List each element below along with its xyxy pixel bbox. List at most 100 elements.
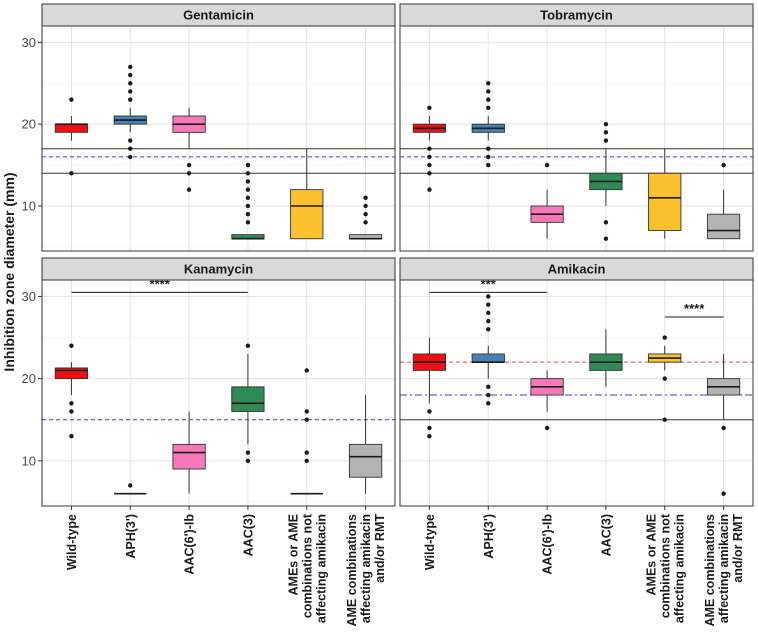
outlier-point [128,138,133,143]
x-tick-label: AMEs or AME combinations not affecting ami… [644,513,686,623]
outlier-point [486,146,491,151]
x-tick-label: AAC(3) [241,514,255,556]
outlier-point [304,368,309,373]
outlier-point [662,417,667,422]
box-4 [290,148,324,240]
outlier-point [662,335,667,340]
outlier-point [245,203,251,209]
outlier-point [486,97,491,102]
y-tick-label: 20 [22,117,36,132]
x-tick-label: AAC(6')-Ib [183,514,197,575]
box-3 [589,329,623,387]
box-body [348,443,383,478]
box-body [706,213,741,240]
x-tick-label-line: APH(3') [482,514,496,559]
box-1 [114,483,147,495]
panel-border [41,279,396,507]
outlier-point [245,211,251,217]
significance-label: **** [684,301,705,316]
facet-title: Kanamycin [184,262,253,277]
outlier-point [69,401,74,406]
outlier-point [486,392,491,398]
box-3 [231,343,265,463]
outlier-point [128,146,133,151]
x-tick-label-line: and/or RMT [731,514,745,583]
outlier-point [662,376,667,381]
outlier-point [245,171,251,176]
outlier-point [427,425,432,431]
outlier-point [363,220,368,225]
outlier-point [486,105,491,111]
x-tick-label-line: AME combinations [703,514,717,627]
outlier-point [128,64,133,70]
panel-border [41,25,396,252]
box-0 [54,343,89,439]
box-1 [113,64,147,160]
panel-kanamycin: Kanamycin **** 10 20 30 [22,257,396,510]
outlier-point [128,81,133,86]
box-body [231,386,265,412]
x-tick-label-line: affecting amikacin [359,514,373,623]
significance-label: *** [481,276,497,291]
outlier-point [128,154,133,160]
box-0 [412,337,447,439]
outlier-point [245,220,251,225]
outlier-point [427,171,432,176]
box-2 [172,411,206,494]
box-1 [471,294,505,406]
x-tick-label: Wild-type [65,514,79,570]
x-tick-label-line: combinations not [300,513,314,618]
outlier-point [603,236,609,241]
outlier-point [427,146,432,151]
outlier-point [245,458,251,463]
outlier-point [427,154,432,160]
outlier-point [363,211,368,217]
outlier-point [186,162,192,168]
outlier-point [544,425,550,431]
outlier-point [486,294,491,299]
plot-background [42,280,395,506]
x-tick-label-line: affecting amikacin [672,514,686,623]
panel-amikacin: Amikacin******* [399,257,754,510]
outlier-point [245,343,251,348]
outlier-point [486,81,491,86]
outlier-point [721,425,726,431]
x-tick-label: AMEs or AME combinations not affecting ami… [286,513,328,623]
outlier-point [186,187,192,192]
outlier-point [245,187,251,192]
x-tick-label: AAC(3) [599,514,613,556]
outlier-point [304,409,309,414]
x-tick-label-line: affecting amikacin [717,514,731,623]
y-tick-label: 10 [22,453,36,468]
outlier-point [245,179,251,184]
x-tick-label: Wild-type [423,514,437,570]
panel-tobramycin: Tobramycin [399,3,754,252]
plot-background [42,26,395,251]
x-tick-label-line: AAC(3) [241,514,255,556]
box-0 [412,105,447,192]
box-1 [471,81,505,168]
x-tick-label-line: AMEs or AME [644,514,658,596]
outlier-point [427,162,432,168]
facet-title: Amikacin [548,262,606,277]
x-tick-label-line: affecting amikacin [314,514,328,623]
outlier-point [486,89,491,94]
outlier-point [304,417,309,422]
outlier-point [486,162,491,168]
outlier-point [486,318,491,324]
outlier-point [427,409,432,414]
outlier-point [245,162,251,168]
panel-border [399,25,754,252]
outlier-point [603,220,609,225]
x-tick-label: APH(3') [124,514,138,559]
outlier-point [486,302,491,307]
outlier-point [128,483,133,488]
x-tick-label-line: AME combinations [345,514,359,627]
outlier-point [128,72,133,78]
box-4 [648,148,682,239]
x-tick-label-line: AMEs or AME [286,514,300,596]
outlier-point [544,162,550,168]
outlier-point [69,343,74,348]
facet-title: Gentamicin [183,8,254,23]
